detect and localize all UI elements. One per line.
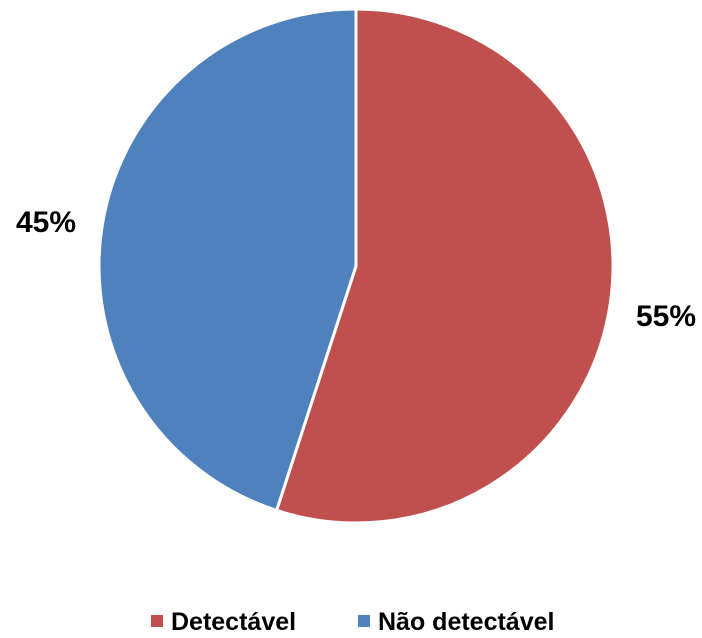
pie-slice-detectavel: [275, 7, 615, 525]
legend: Detectável Não detectável: [151, 608, 554, 636]
data-label-nao-detectavel: 45%: [16, 206, 76, 239]
legend-item-detectavel: Detectável: [151, 608, 296, 636]
legend-label-detectavel: Detectável: [171, 608, 296, 636]
pie-slices: [97, 7, 615, 525]
legend-label-nao-detectavel: Não detectável: [378, 608, 554, 636]
legend-swatch-nao-detectavel: [358, 615, 370, 627]
legend-swatch-detectavel: [151, 615, 163, 627]
pie-slice-nao-detectavel: [97, 7, 358, 512]
legend-item-nao-detectavel: Não detectável: [358, 608, 554, 636]
data-label-detectavel: 55%: [636, 300, 696, 333]
